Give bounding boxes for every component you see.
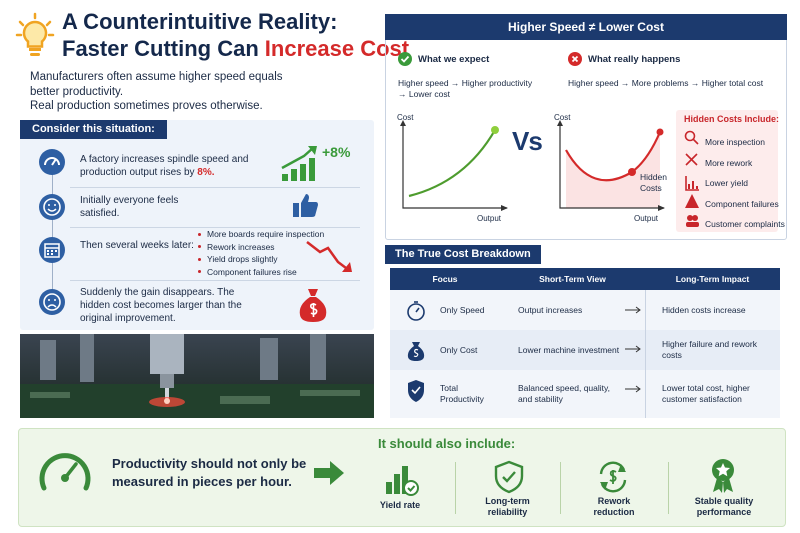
bullet: More boards require inspection bbox=[198, 228, 338, 241]
sad-icon bbox=[39, 289, 65, 315]
machine-photo bbox=[20, 334, 374, 418]
title-line-1: A Counterintuitive Reality: bbox=[62, 9, 338, 34]
step-text: Suddenly the gain disappears. The hidden… bbox=[80, 287, 242, 324]
column-header: Short-Term View bbox=[539, 273, 606, 284]
table-row bbox=[390, 370, 780, 418]
timeline bbox=[52, 160, 53, 300]
include-item: Rework reduction bbox=[593, 496, 635, 517]
axis-label: Cost bbox=[554, 113, 571, 122]
hidden-costs-title: Hidden Costs Include: bbox=[684, 114, 780, 124]
table-header bbox=[390, 268, 780, 290]
expect-text: Higher speed → Higher productivity → Low… bbox=[398, 78, 533, 99]
divider bbox=[455, 462, 456, 514]
intro: Manufacturers often assume higher speed … bbox=[30, 70, 290, 114]
axis-label: Output bbox=[477, 214, 502, 223]
bullet: Component failures rise bbox=[198, 266, 338, 279]
breakdown-title: The True Cost Breakdown bbox=[385, 245, 541, 264]
cross-icon bbox=[568, 52, 582, 66]
column-header: Focus bbox=[432, 273, 458, 284]
yield-icon bbox=[386, 466, 419, 496]
expect-graph: Cost Output bbox=[397, 113, 508, 223]
bullet: Rework increases bbox=[198, 241, 338, 254]
medal-icon bbox=[712, 459, 734, 493]
bullet: Yield drops slightly bbox=[198, 253, 338, 266]
divider bbox=[668, 462, 669, 514]
include-item: Long-term reliability bbox=[485, 496, 530, 517]
include-item: Yield rate bbox=[379, 500, 421, 510]
divider bbox=[70, 227, 360, 228]
situation-heading: Consider this situation: bbox=[20, 120, 167, 139]
step-text: A factory increases spindle speed and pr… bbox=[80, 153, 255, 179]
expect-label: What we expect bbox=[418, 54, 490, 65]
long-term-cell: Lower total cost, higher customer satisf… bbox=[662, 383, 750, 404]
axis-label: Output bbox=[634, 214, 659, 223]
title-text: Faster Cutting Can bbox=[62, 36, 259, 61]
long-term-cell: Hidden costs increase bbox=[662, 304, 746, 315]
footer-arrow bbox=[314, 461, 344, 485]
reality-label: What really happens bbox=[588, 54, 681, 65]
intro-line: Real production sometimes proves otherwi… bbox=[30, 100, 263, 112]
table-row bbox=[390, 330, 780, 370]
intro-line: Manufacturers often assume higher speed … bbox=[30, 71, 283, 98]
step-text: Then several weeks later: bbox=[80, 240, 194, 251]
axis-label: Cost bbox=[397, 113, 414, 122]
row-icons bbox=[407, 301, 425, 402]
money-bag-icon bbox=[299, 289, 327, 322]
long-term-cell: Higher failure and rework costs bbox=[662, 339, 757, 360]
speed-icon bbox=[39, 149, 65, 175]
row-arrows bbox=[625, 306, 641, 393]
step-text: A factory increases spindle speed and pr… bbox=[80, 154, 249, 178]
title-line-2: Faster Cutting Can Increase Cost bbox=[62, 35, 409, 62]
divider bbox=[70, 280, 360, 281]
calendar-icon bbox=[39, 237, 65, 263]
growth-badge: +8% bbox=[322, 144, 351, 160]
comparison-title: Higher Speed ≠ Lower Cost bbox=[385, 14, 787, 40]
bullet-list: More boards require inspection Rework in… bbox=[198, 228, 338, 278]
focus-cell: Total Productivity bbox=[440, 383, 484, 404]
smile-icon bbox=[39, 194, 65, 220]
hidden-cost-marker: Hidden Costs bbox=[640, 172, 667, 193]
hidden-cost-list: More inspection More rework Lower yield … bbox=[705, 132, 785, 235]
thumbs-up-icon bbox=[293, 194, 318, 217]
include-title: It should also include: bbox=[378, 436, 516, 451]
hidden-cost-item: More inspection bbox=[705, 137, 766, 147]
hidden-cost-item: Component failures bbox=[705, 198, 779, 209]
hidden-cost-icons bbox=[684, 130, 699, 227]
gauge-icon bbox=[39, 453, 91, 491]
short-term-cell: Output increases bbox=[518, 304, 583, 315]
column-header: Long-Term Impact bbox=[675, 273, 750, 284]
include-item: Stable quality performance bbox=[694, 496, 754, 517]
check-icon bbox=[398, 52, 412, 66]
reality-text: Higher speed → More problems → Higher to… bbox=[568, 78, 764, 88]
focus-cell: Only Speed bbox=[440, 304, 485, 315]
hidden-costs-box bbox=[676, 110, 778, 232]
table-row bbox=[390, 290, 780, 330]
reality-graph: Cost Output bbox=[554, 113, 665, 223]
step-highlight: 8%. bbox=[197, 167, 215, 178]
hidden-cost-item: Lower yield bbox=[705, 178, 748, 188]
hidden-cost-item: Customer complaints bbox=[705, 219, 785, 229]
column-divider bbox=[645, 290, 646, 418]
footer-statement: Productivity should not only be measured… bbox=[112, 456, 307, 489]
divider bbox=[70, 187, 360, 188]
decline-icon bbox=[306, 241, 352, 272]
hidden-cost-item: More rework bbox=[705, 157, 753, 168]
rework-icon bbox=[599, 461, 627, 493]
vs-label: Vs bbox=[512, 126, 543, 156]
step-text: Initially everyone feels satisfied. bbox=[80, 195, 179, 219]
focus-cell: Only Cost bbox=[440, 344, 478, 355]
divider bbox=[560, 462, 561, 514]
lightbulb-icon bbox=[15, 12, 55, 56]
short-term-cell: Lower machine investment bbox=[518, 344, 620, 355]
reliability-icon bbox=[494, 460, 524, 494]
short-term-cell: Balanced speed, quality, and stability bbox=[518, 383, 610, 404]
growth-icon bbox=[281, 146, 317, 181]
